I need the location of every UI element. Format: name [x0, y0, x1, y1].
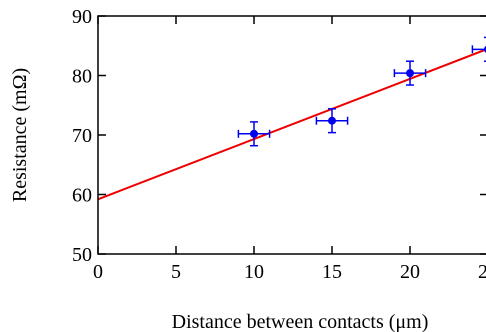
- y-tick-label: 80: [72, 66, 92, 88]
- data-marker: [328, 116, 336, 125]
- x-tick-label: 10: [244, 261, 264, 283]
- x-axis-label: Distance between contacts (μm): [172, 311, 429, 332]
- ticks: 0 5 10 15 20 25 50 60 70 80 90: [72, 6, 486, 283]
- plot-content: [97, 36, 486, 201]
- x-tick-label: 20: [400, 261, 420, 283]
- data-point: [393, 60, 427, 86]
- x-tick-label: 0: [93, 261, 103, 283]
- x-tick-label: 5: [171, 261, 181, 283]
- y-tick-label: 50: [72, 244, 92, 266]
- data-marker: [250, 129, 258, 138]
- data-point: [315, 108, 349, 134]
- y-axis-label: Resistance (mΩ): [9, 68, 31, 202]
- data-point: [471, 36, 486, 62]
- data-marker: [406, 69, 414, 78]
- x-tick-label: 15: [322, 261, 342, 283]
- data-point: [237, 121, 271, 147]
- plot-frame: [97, 15, 486, 255]
- y-tick-label: 90: [72, 6, 92, 28]
- y-tick-label: 70: [72, 125, 92, 147]
- y-tick-label: 60: [72, 185, 92, 207]
- x-tick-label: 25: [478, 261, 486, 283]
- fit-line: [97, 48, 486, 201]
